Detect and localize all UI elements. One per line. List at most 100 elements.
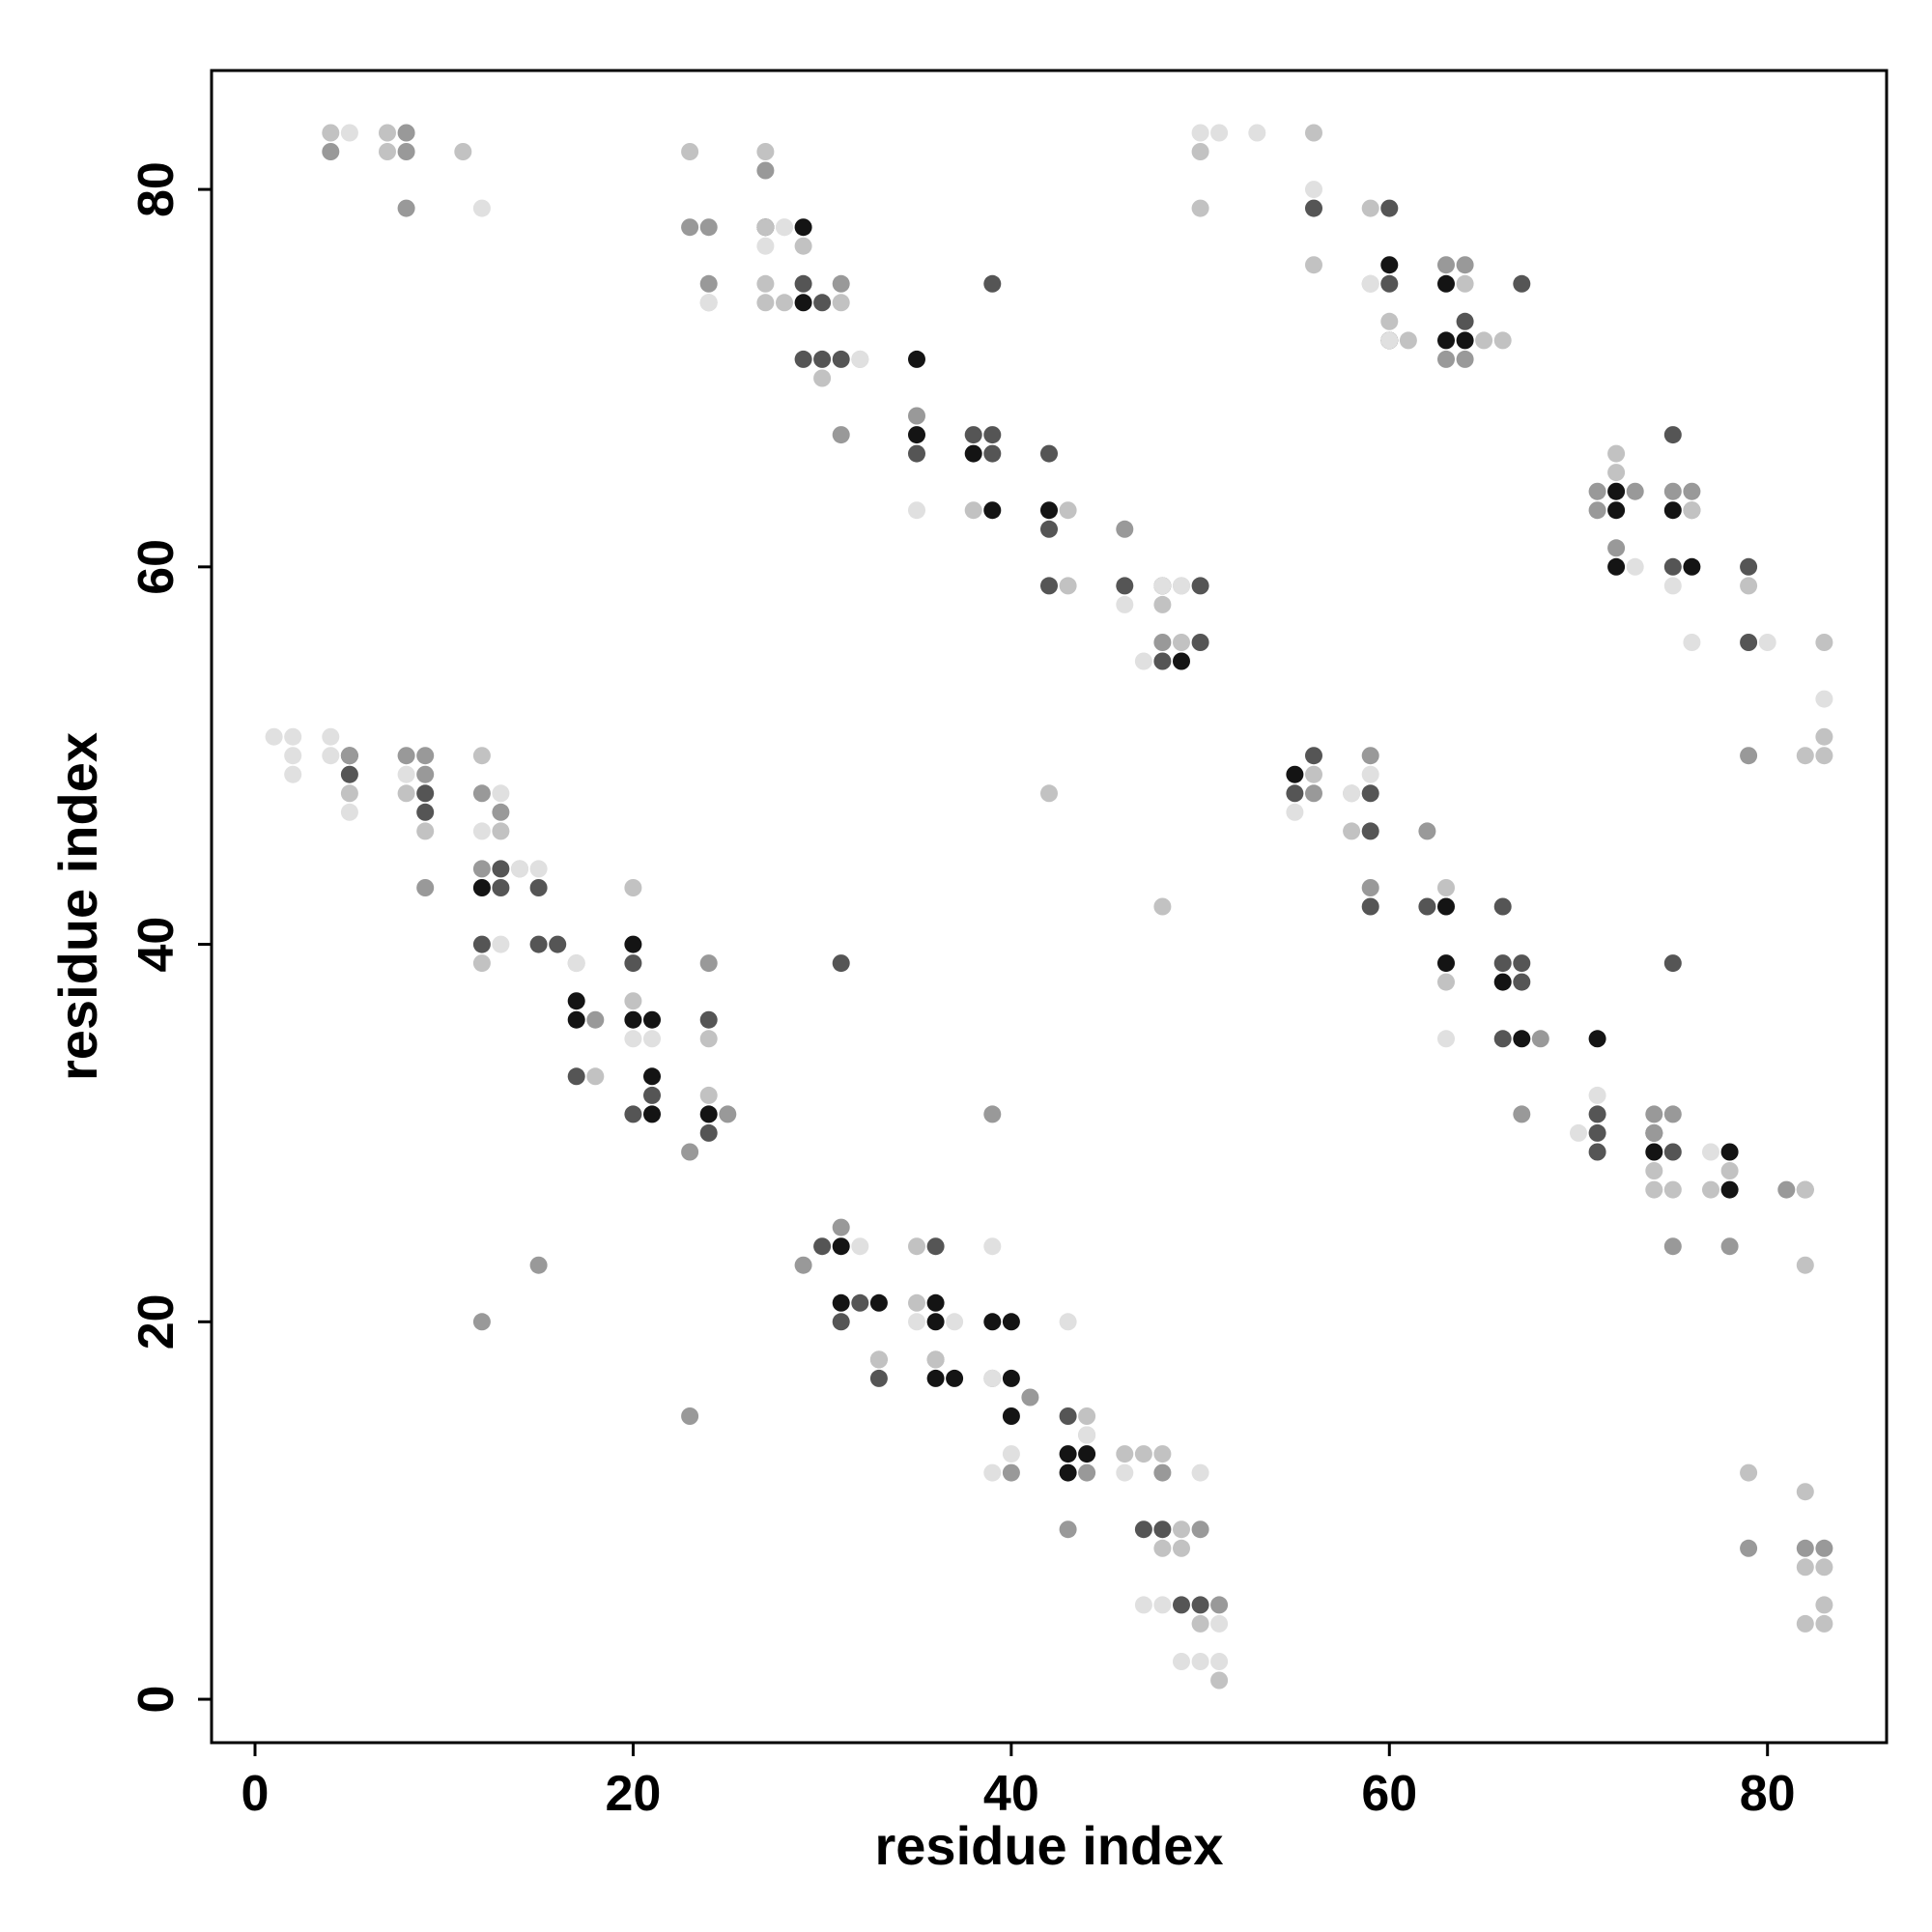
data-point — [472, 935, 491, 953]
y-tick-label: 0 — [128, 1686, 185, 1714]
data-point — [1134, 1596, 1152, 1614]
data-point — [1645, 1180, 1663, 1199]
data-point — [699, 1123, 718, 1142]
data-point — [643, 1030, 661, 1048]
data-point — [832, 1218, 850, 1236]
data-point — [1380, 256, 1399, 274]
data-point — [946, 1369, 964, 1387]
data-point — [284, 727, 302, 746]
data-point — [472, 784, 491, 803]
data-point — [567, 1010, 585, 1029]
data-point — [416, 879, 435, 896]
data-point — [1343, 784, 1361, 803]
data-point — [1173, 652, 1190, 670]
data-point — [813, 294, 832, 312]
data-point — [699, 218, 718, 237]
data-point — [1513, 1105, 1531, 1123]
data-point — [813, 350, 832, 368]
data-point — [624, 1010, 642, 1029]
data-point — [719, 1105, 737, 1123]
data-point — [1588, 1105, 1606, 1123]
data-point — [1815, 634, 1833, 651]
data-point — [567, 954, 585, 973]
x-tick-label: 20 — [606, 1766, 662, 1822]
data-point — [1380, 199, 1399, 217]
data-point — [340, 124, 358, 142]
data-point — [1059, 1463, 1077, 1482]
data-point — [1134, 1445, 1152, 1463]
data-point — [699, 1105, 718, 1123]
data-point — [813, 1237, 832, 1256]
data-point — [492, 822, 510, 840]
data-point — [908, 1293, 925, 1312]
data-point — [1210, 1671, 1229, 1690]
data-point — [492, 803, 510, 821]
data-point — [1059, 1313, 1077, 1331]
data-point — [1361, 199, 1379, 217]
data-point — [1607, 444, 1626, 463]
data-point — [1002, 1407, 1020, 1425]
data-point — [1002, 1313, 1020, 1331]
data-point — [1059, 1407, 1077, 1425]
data-point — [379, 143, 396, 160]
data-point — [851, 1293, 869, 1312]
data-point — [1815, 727, 1833, 746]
data-point — [1040, 444, 1058, 463]
data-point — [1305, 765, 1322, 783]
data-point — [416, 784, 435, 803]
data-point — [1815, 747, 1833, 765]
data-point — [379, 124, 396, 142]
data-point — [472, 860, 491, 878]
data-point — [832, 426, 850, 444]
data-point — [1153, 897, 1172, 916]
data-point — [1513, 954, 1531, 973]
data-point — [1418, 822, 1436, 840]
data-point — [1380, 274, 1399, 293]
data-point — [1116, 1445, 1134, 1463]
data-point — [1380, 331, 1399, 350]
data-point — [813, 369, 832, 387]
data-point — [926, 1237, 945, 1256]
data-point — [1456, 331, 1474, 350]
data-point — [1493, 973, 1512, 991]
data-point — [1191, 577, 1209, 595]
data-point — [1588, 501, 1606, 520]
data-point — [511, 860, 528, 878]
data-point — [1702, 1143, 1719, 1161]
data-point — [983, 444, 1002, 463]
plot-frame — [210, 69, 1889, 1745]
data-point — [1663, 954, 1682, 973]
data-point — [624, 879, 642, 896]
data-point — [1399, 331, 1417, 350]
data-point — [1040, 577, 1058, 595]
y-tick-label: 60 — [128, 539, 185, 595]
data-point — [1173, 634, 1190, 651]
y-tick-label: 20 — [128, 1293, 185, 1350]
data-point — [397, 784, 415, 803]
data-point — [869, 1293, 888, 1312]
data-point — [322, 124, 340, 142]
data-point — [983, 274, 1002, 293]
data-point — [1645, 1143, 1663, 1161]
data-point — [1437, 274, 1455, 293]
data-point — [529, 860, 548, 878]
data-point — [1588, 1086, 1606, 1104]
data-point — [832, 1293, 850, 1312]
data-point — [1663, 1180, 1682, 1199]
x-axis-title: residue index — [874, 1815, 1223, 1876]
data-point — [1493, 331, 1512, 350]
data-point — [926, 1293, 945, 1312]
data-point — [1437, 256, 1455, 274]
data-point — [492, 935, 510, 953]
data-point — [643, 1010, 661, 1029]
points-layer — [265, 124, 1833, 1690]
data-point — [1059, 1520, 1077, 1539]
data-point — [1796, 1614, 1814, 1633]
data-point — [908, 1237, 925, 1256]
data-point — [1475, 331, 1493, 350]
data-point — [1588, 1030, 1606, 1048]
data-point — [1191, 1596, 1209, 1614]
data-point — [1040, 501, 1058, 520]
